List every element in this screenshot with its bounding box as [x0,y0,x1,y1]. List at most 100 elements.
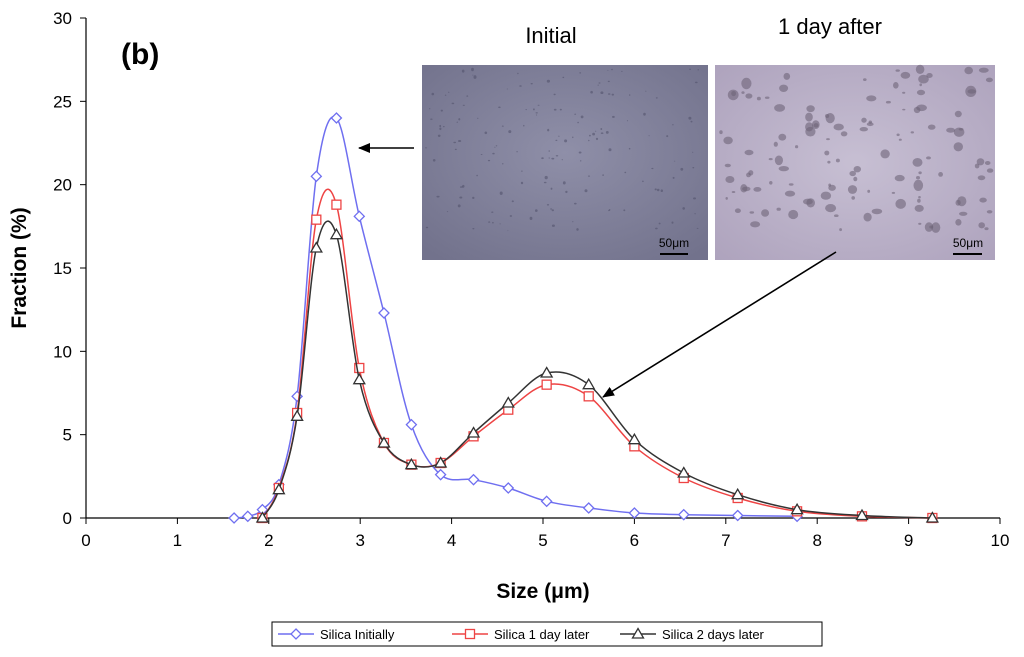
speck [492,152,495,155]
speck [525,109,527,111]
x-tick-label: 9 [904,531,913,550]
speck [629,94,631,96]
speck [746,172,751,178]
speck [958,128,964,131]
speck [472,74,474,76]
speck [555,139,558,141]
y-tick-label: 20 [53,176,72,195]
speck [825,114,830,118]
speck [558,135,560,137]
speck [673,160,676,162]
speck [655,97,658,99]
speck [919,83,922,87]
speck [910,131,914,134]
speck [516,151,518,153]
speck [424,147,428,149]
speck [788,209,799,220]
speck [535,209,538,212]
speck [986,168,994,173]
speck [535,112,538,114]
speck [965,85,977,97]
speck [535,114,538,116]
series-line [234,115,798,519]
speck [753,187,762,192]
speck [628,147,631,150]
speck [498,106,501,109]
data-point [405,418,418,431]
speck [517,72,519,75]
speck [533,108,535,111]
speck [853,176,858,182]
speck [461,69,465,73]
speck [719,130,723,135]
speck [645,90,647,92]
x-tick-label: 0 [81,531,90,550]
speck [584,189,588,193]
speck [694,213,696,215]
speck [508,130,512,134]
speck [731,90,736,97]
data-point [925,511,939,523]
speck [896,133,900,137]
speck [507,230,509,232]
speck [473,75,477,79]
speck [724,163,731,168]
x-axis-title: Size (μm) [496,580,589,603]
speck [588,139,590,142]
speck [671,221,674,224]
speck [530,83,533,85]
speck [768,158,773,161]
inset-after: 1 day after 50μm [715,14,995,260]
arrow-to-second-peak [602,251,837,398]
speck [840,131,848,137]
speck [523,124,525,127]
speck [509,215,513,217]
speck [550,208,553,210]
speck [672,176,675,179]
speck [607,93,611,95]
speck [918,196,921,199]
speck [598,82,601,84]
speck [825,204,837,213]
inset-after-scale-label: 50μm [953,236,983,250]
x-tick-label: 5 [538,531,547,550]
speck [446,211,449,213]
y-tick-label: 10 [53,342,72,361]
speck [592,132,595,136]
data-point [311,214,322,225]
speck [541,157,544,160]
speck [436,195,440,198]
legend: Silica Initially Silica 1 day later Silica… [271,621,823,647]
speck [623,209,626,212]
speck [477,117,479,119]
speck [688,116,692,120]
speck [459,196,463,199]
speck [806,198,815,208]
speck [443,126,445,128]
speck [548,157,550,159]
legend-item: Silica Initially [278,627,395,642]
series-layer [228,112,939,524]
speck [502,163,504,165]
x-tick-label: 10 [991,531,1010,550]
speck [666,135,669,138]
speck [761,209,770,217]
speck [806,105,815,113]
speck [974,163,980,169]
inset-after-title: 1 day after [778,14,882,39]
speck [547,128,550,132]
speck [484,131,488,135]
speck [437,134,441,137]
speck [553,108,557,111]
speck [918,74,929,84]
legend-item: Silica 1 day later [452,627,590,642]
speck [731,191,736,193]
speck [692,151,694,153]
speck [494,146,496,148]
data-point [241,510,254,523]
speck [458,118,461,121]
speck [859,127,868,132]
speck [812,120,820,129]
y-ticks: 0 5 10 15 20 25 30 [53,9,86,528]
data-point [541,379,552,390]
